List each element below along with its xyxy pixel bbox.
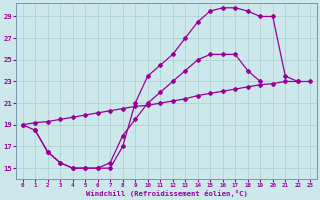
X-axis label: Windchill (Refroidissement éolien,°C): Windchill (Refroidissement éolien,°C) xyxy=(85,190,247,197)
